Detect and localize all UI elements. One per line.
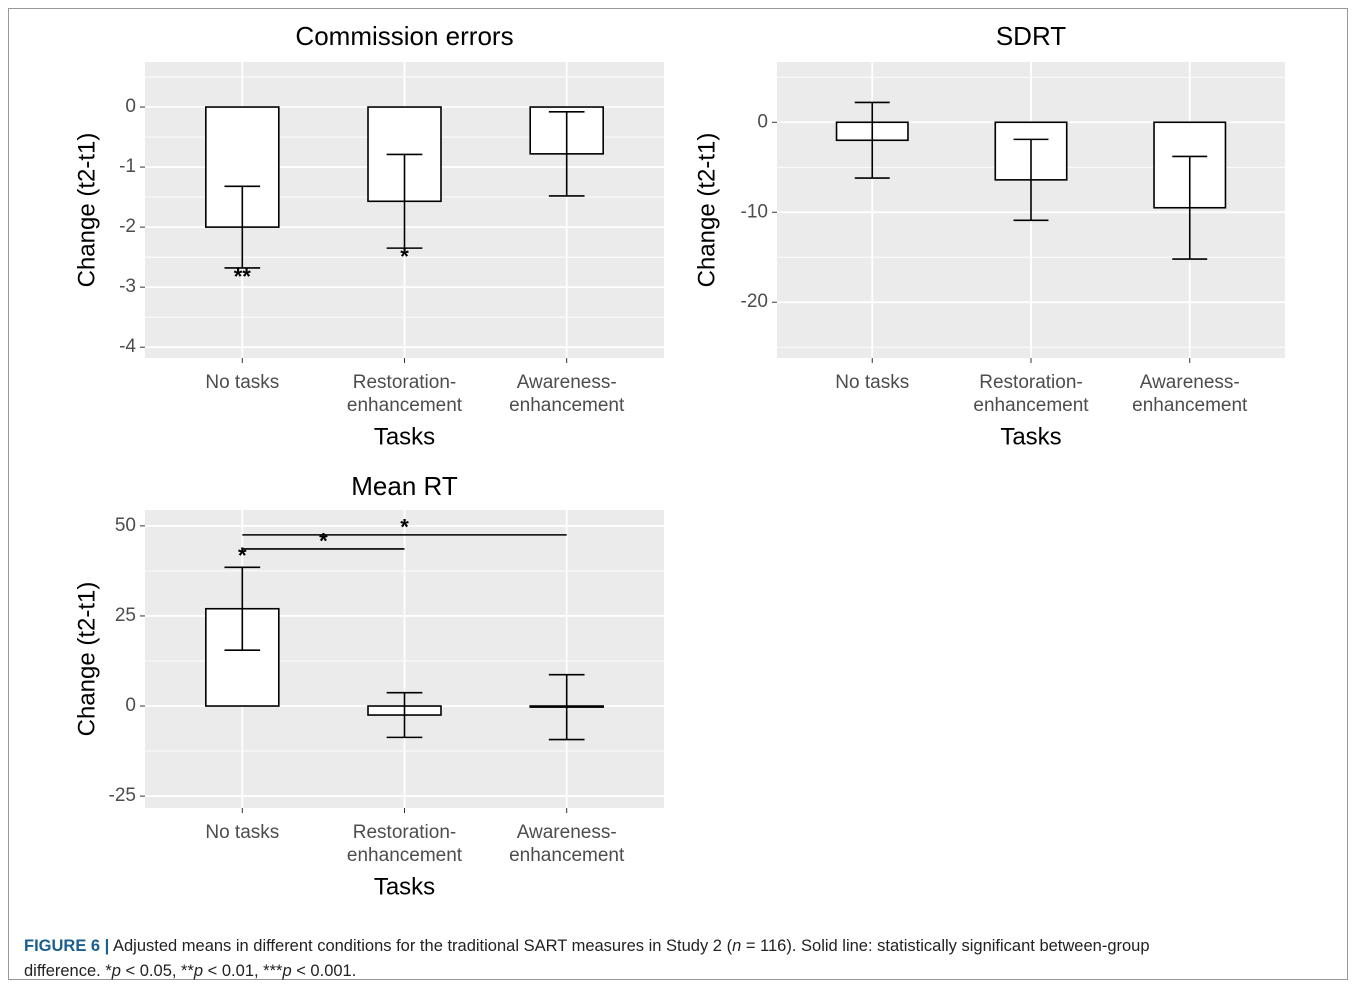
y-tick-label: 0 [125,695,136,716]
x-tick-label: Restoration- [353,372,457,393]
caption-text: < 0.001. [291,962,357,980]
error-bar [548,673,585,741]
x-tick-label: enhancement [973,395,1089,416]
caption-text: n [732,937,742,955]
caption-text: < 0.05, ** [120,962,194,980]
figure-frame [8,8,1348,980]
y-axis-label: Change (t2-t1) [693,133,720,288]
chart-title: Mean RT [351,471,458,501]
y-tick-label: -3 [119,276,136,297]
x-tick-label: No tasks [205,822,279,843]
caption-text: Adjusted means in different conditions f… [109,937,733,955]
x-axis-label: Tasks [374,423,435,450]
x-tick-label: Restoration- [979,372,1083,393]
y-tick-label: 50 [115,515,136,536]
error-bar [1013,138,1049,222]
comparison-label: * [400,515,409,540]
error-bar [1172,155,1208,260]
x-axis-label: Tasks [1000,423,1061,450]
caption-text: p [282,962,292,980]
x-tick-label: enhancement [509,395,625,416]
comparison-label: * [319,529,328,554]
figure: 0 -1 -2 -3 -4 No tasks Restoration-enhancement… [73,21,1285,900]
error-bar [386,153,423,249]
y-tick-label: -2 [119,216,136,237]
error-bar [854,101,890,179]
error-bar [386,691,423,739]
caption-text: p [111,962,121,980]
y-tick-label: 0 [125,96,136,117]
caption-text: = 116). Solid line: statistically signif… [741,937,1150,955]
x-tick-label: No tasks [205,372,279,393]
y-tick-label: -4 [119,336,136,357]
y-axis-label: Change (t2-t1) [73,133,100,288]
significance-label: ** [234,264,252,289]
x-tick-label: No tasks [835,372,909,393]
chart-title: Commission errors [295,21,513,51]
chart-title: SDRT [996,21,1066,51]
x-tick-label: Awareness- [517,372,617,393]
x-tick-label: enhancement [347,845,463,866]
y-tick-label: -10 [741,201,768,222]
caption-line: FIGURE 6 | Adjusted means in different c… [24,934,1334,959]
error-bar [224,185,261,269]
caption-line: difference. *p < 0.05, **p < 0.01, ***p … [24,959,1334,984]
x-tick-label: Awareness- [1140,372,1240,393]
y-tick-label: 0 [757,111,768,132]
caption: FIGURE 6 | Adjusted means in different c… [24,934,1334,984]
caption-text: difference. * [24,962,112,980]
y-tick-label: 25 [115,605,136,626]
significance-label: * [238,543,247,568]
y-axis-label: Change (t2-t1) [73,582,100,737]
x-tick-label: enhancement [347,395,463,416]
x-axis-label: Tasks [374,873,435,900]
caption-text: p [193,962,204,980]
error-bar [224,566,261,651]
caption-text: FIGURE 6 | [24,937,110,955]
error-bar [548,111,585,197]
x-tick-label: enhancement [509,845,625,866]
y-tick-label: -20 [741,291,768,312]
caption-text: < 0.01, *** [203,962,283,980]
x-tick-label: enhancement [1132,395,1248,416]
y-tick-label: -25 [109,785,136,806]
significance-label: * [400,244,409,269]
y-tick-label: -1 [119,156,136,177]
x-tick-label: Awareness- [517,822,617,843]
x-tick-label: Restoration- [353,822,457,843]
